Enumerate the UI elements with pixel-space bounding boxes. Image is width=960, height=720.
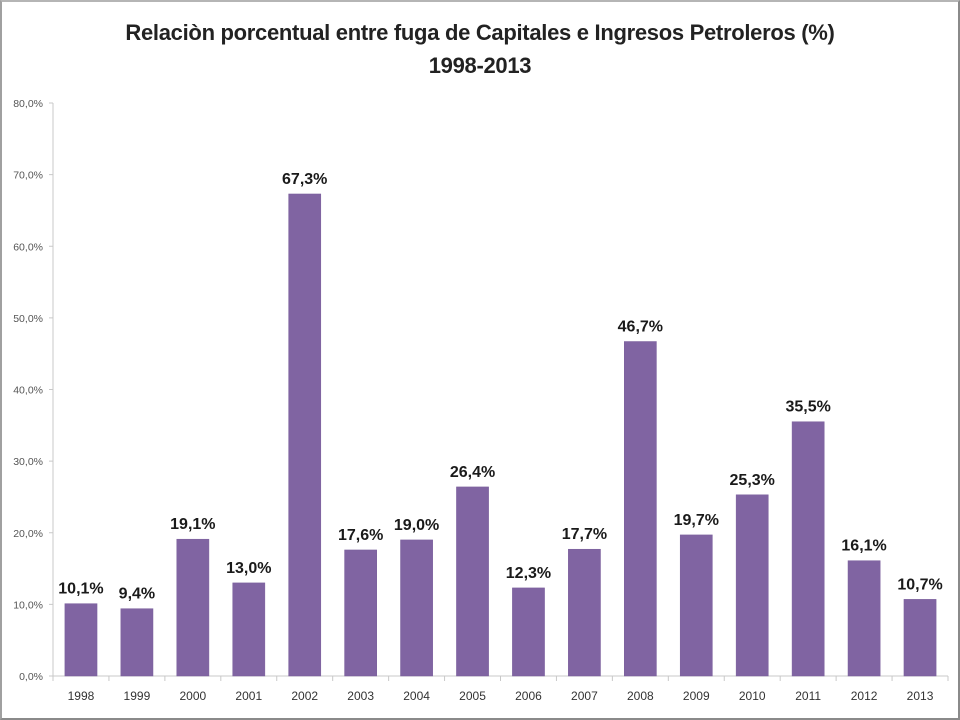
x-tick-label: 2009 — [683, 689, 710, 703]
x-tick-label: 2000 — [179, 689, 206, 703]
bar-2012 — [847, 560, 881, 677]
y-tick-label: 80,0% — [13, 98, 43, 110]
data-label: 35,5% — [785, 399, 830, 416]
data-label: 19,7% — [674, 512, 719, 529]
x-tick-label: 2001 — [235, 689, 262, 703]
data-label: 19,1% — [170, 516, 215, 533]
y-tick-label: 60,0% — [13, 241, 43, 253]
bar-2013 — [903, 599, 937, 677]
data-label: 16,1% — [841, 538, 886, 555]
bar-2010 — [735, 494, 769, 677]
x-tick-label: 2003 — [347, 689, 374, 703]
bar-2003 — [344, 549, 377, 677]
data-label: 67,3% — [282, 171, 327, 188]
chart-title: Relaciòn porcentual entre fuga de Capita… — [125, 20, 835, 45]
data-label: 9,4% — [119, 586, 155, 603]
data-label: 19,0% — [394, 517, 439, 534]
data-label: 17,7% — [562, 526, 607, 543]
y-tick-label: 0,0% — [19, 671, 43, 683]
bar-1998 — [64, 603, 98, 677]
bar-2011 — [791, 421, 825, 677]
chart-subtitle: 1998-2013 — [428, 53, 532, 78]
bar-2007 — [568, 548, 601, 677]
x-tick-label: 1999 — [124, 689, 151, 703]
data-label: 12,3% — [506, 565, 551, 582]
x-tick-label: 2011 — [795, 689, 821, 703]
data-label: 25,3% — [730, 472, 775, 489]
data-label: 46,7% — [618, 319, 663, 336]
x-tick-label: 2006 — [515, 689, 542, 703]
y-tick-label: 50,0% — [13, 313, 43, 325]
x-tick-label: 2012 — [851, 689, 878, 703]
data-label: 10,1% — [58, 581, 103, 598]
bar-1999 — [120, 608, 154, 677]
data-labels: 10,1% 9,4% 19,1% 13,0% 67,3% 17,6% 19,0% 26,4% 1… — [58, 171, 942, 603]
x-tick-label: 2004 — [403, 689, 430, 703]
bar-2000 — [176, 538, 210, 677]
y-tick-label: 70,0% — [13, 170, 43, 182]
bar-2002 — [288, 193, 322, 677]
x-tick-label: 2005 — [459, 689, 486, 703]
x-tick-label: 2008 — [627, 689, 654, 703]
bar-2005 — [456, 486, 489, 677]
y-tick-label: 30,0% — [13, 456, 43, 468]
x-axis: 1998 1999 2000 2001 2002 2003 2004 2005 2006 2007… — [52, 675, 949, 703]
y-tick-label: 10,0% — [13, 599, 43, 611]
data-label: 17,6% — [338, 527, 383, 544]
x-tick-label: 2002 — [291, 689, 318, 703]
bars — [64, 193, 937, 677]
bar-2009 — [679, 534, 713, 677]
y-axis: 0,0% 10,0% 20,0% 30,0% 40,0% 50,0% 60,0% 70,0% 8… — [13, 98, 54, 683]
y-tick-label: 20,0% — [13, 528, 43, 540]
y-tick-label: 40,0% — [13, 385, 43, 397]
bar-2008 — [624, 341, 657, 677]
bar-2001 — [232, 582, 266, 677]
x-tick-label: 1998 — [68, 689, 95, 703]
data-label: 26,4% — [450, 464, 495, 481]
x-tick-label: 2007 — [571, 689, 598, 703]
x-tick-label: 2013 — [907, 689, 934, 703]
bar-2006 — [512, 587, 545, 677]
bar-2004 — [400, 539, 433, 677]
chart-title-block: Relaciòn porcentual entre fuga de Capita… — [0, 16, 960, 82]
data-label: 13,0% — [226, 560, 271, 577]
data-label: 10,7% — [897, 576, 942, 593]
x-tick-label: 2010 — [739, 689, 766, 703]
